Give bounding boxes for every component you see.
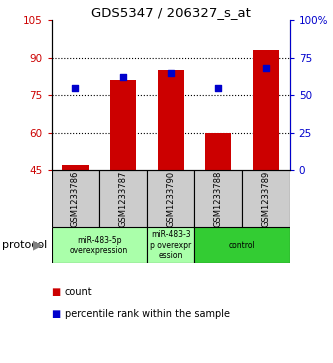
Bar (147, 227, 194, 263)
Text: ■: ■ (52, 309, 61, 319)
Text: GSM1233787: GSM1233787 (119, 171, 128, 227)
Text: count: count (65, 287, 93, 297)
Text: GSM1233790: GSM1233790 (166, 171, 175, 227)
Bar (147, 170, 194, 227)
Text: GSM1233789: GSM1233789 (261, 171, 270, 227)
Point (168, 70, 173, 76)
Bar (205, 132, 231, 170)
Text: GSM1233788: GSM1233788 (214, 171, 223, 227)
Bar (194, 170, 242, 227)
Text: percentile rank within the sample: percentile rank within the sample (65, 309, 230, 319)
Text: ■: ■ (52, 287, 61, 297)
Text: GSM1233786: GSM1233786 (71, 171, 80, 227)
Bar (158, 70, 184, 170)
Point (121, 74, 126, 80)
Bar (253, 50, 279, 170)
Title: GDS5347 / 206327_s_at: GDS5347 / 206327_s_at (91, 6, 251, 19)
Point (73, 85, 78, 90)
Bar (242, 170, 290, 227)
Bar (52, 227, 147, 263)
Bar (62, 165, 89, 170)
Text: protocol: protocol (2, 240, 47, 250)
Point (263, 65, 268, 71)
Point (216, 85, 221, 90)
Text: miR-483-3
p overexpr
ession: miR-483-3 p overexpr ession (150, 231, 191, 260)
Bar (194, 227, 290, 263)
Bar (52, 170, 99, 227)
Text: control: control (229, 241, 255, 250)
Text: miR-483-5p
overexpression: miR-483-5p overexpression (70, 236, 128, 255)
Text: ▶: ▶ (33, 239, 42, 252)
Bar (99, 170, 147, 227)
Bar (110, 80, 136, 170)
